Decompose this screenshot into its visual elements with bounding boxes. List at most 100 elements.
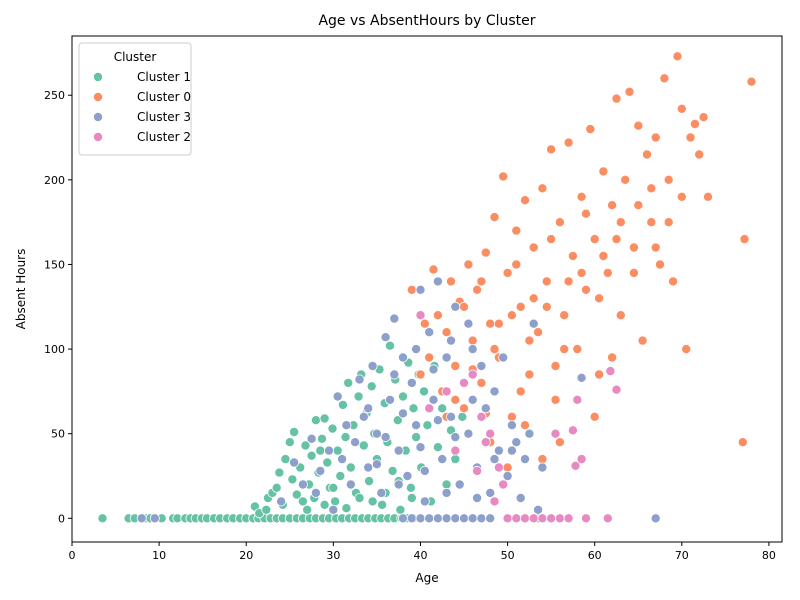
x-tick-label: 80 [762, 549, 776, 562]
plot-frame [71, 35, 783, 543]
data-point [602, 513, 613, 524]
data-point [668, 276, 679, 287]
data-point [628, 267, 639, 278]
x-tick-label: 20 [239, 549, 253, 562]
data-point [520, 420, 531, 431]
data-point [572, 394, 583, 405]
data-point [402, 470, 413, 481]
data-point [428, 394, 439, 405]
data-point [655, 259, 666, 270]
data-point [576, 454, 587, 465]
data-point [694, 149, 705, 160]
data-point [620, 174, 631, 185]
data-point [432, 310, 443, 321]
data-point [428, 364, 439, 375]
data-point [550, 360, 561, 371]
data-point [524, 335, 535, 346]
data-point [554, 437, 565, 448]
data-point [489, 496, 500, 507]
data-point [515, 492, 526, 503]
data-point [594, 293, 605, 304]
data-point [458, 513, 469, 524]
data-point [345, 479, 356, 490]
legend-marker [93, 72, 104, 83]
data-point [389, 313, 400, 324]
data-point [485, 513, 496, 524]
data-point [406, 377, 417, 388]
data-point [476, 276, 487, 287]
data-point [511, 437, 522, 448]
y-tick-label: 150 [44, 258, 65, 271]
data-point [489, 386, 500, 397]
data-point [480, 403, 491, 414]
data-point [319, 413, 330, 424]
legend-marker [93, 112, 104, 123]
data-point [271, 482, 282, 493]
data-point [585, 124, 596, 135]
data-point [502, 513, 513, 524]
data-point [411, 420, 422, 431]
data-point [554, 217, 565, 228]
data-point [628, 242, 639, 253]
data-point [419, 465, 430, 476]
data-point [576, 372, 587, 383]
data-point [341, 503, 352, 514]
data-point [406, 513, 417, 524]
data-point [511, 225, 522, 236]
data-point [287, 474, 298, 485]
data-point [397, 513, 408, 524]
data-point [485, 428, 496, 439]
legend-label: Cluster 0 [137, 90, 191, 104]
data-point [624, 86, 635, 97]
data-point [310, 415, 321, 426]
data-point [537, 183, 548, 194]
data-point [615, 217, 626, 228]
x-tick-label: 30 [326, 549, 340, 562]
data-point [611, 234, 622, 245]
data-point [441, 352, 452, 363]
data-point [300, 440, 311, 451]
data-point [289, 457, 300, 468]
y-tick-label: 100 [44, 343, 65, 356]
data-point [493, 318, 504, 329]
data-point [746, 76, 757, 87]
data-point [611, 93, 622, 104]
data-point [284, 437, 295, 448]
data-point [594, 369, 605, 380]
data-point [458, 377, 469, 388]
data-point [467, 344, 478, 355]
data-point [353, 391, 364, 402]
data-point [528, 318, 539, 329]
data-point [581, 513, 592, 524]
data-point [570, 460, 581, 471]
data-point [454, 479, 465, 490]
data-point [581, 208, 592, 219]
data-point [419, 496, 430, 507]
data-point [411, 344, 422, 355]
data-point [541, 276, 552, 287]
data-point [371, 459, 382, 470]
data-point [646, 217, 657, 228]
data-point [445, 411, 456, 422]
data-point [567, 425, 578, 436]
data-point [297, 479, 308, 490]
data-point [411, 432, 422, 443]
data-point [563, 276, 574, 287]
data-point [441, 513, 452, 524]
x-axis-label: Age [415, 571, 438, 585]
data-point [280, 454, 291, 465]
data-point [340, 432, 351, 443]
legend-marker [93, 131, 104, 142]
data-point [467, 369, 478, 380]
legend-marker [93, 92, 104, 103]
data-point [563, 137, 574, 148]
data-point [650, 242, 661, 253]
data-point [376, 487, 387, 498]
data-point [458, 403, 469, 414]
data-point [506, 310, 517, 321]
data-point [363, 403, 374, 414]
data-point [405, 482, 416, 493]
data-point [663, 217, 674, 228]
data-point [332, 391, 343, 402]
